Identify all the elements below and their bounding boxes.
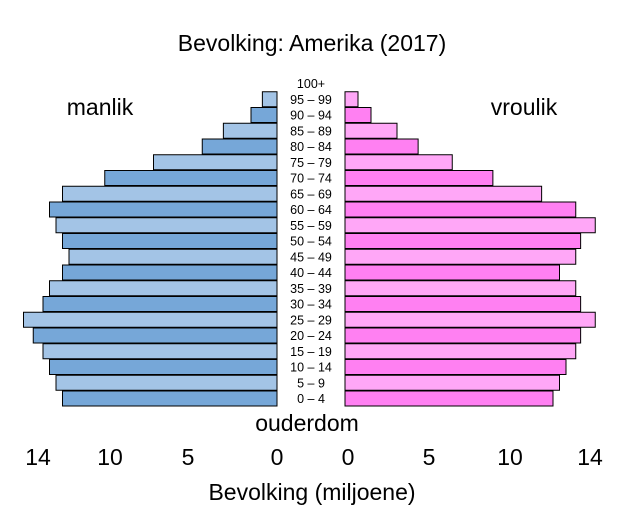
age-label-0: 0 – 4 [297,392,325,406]
female-bar-6 [344,296,582,312]
age-label-5: 25 – 29 [290,313,332,327]
age-label-10: 50 – 54 [290,235,332,249]
female-bar-12 [344,201,577,218]
age-label-8: 40 – 44 [290,266,332,280]
female-bar-14 [344,170,494,186]
male-bar-9 [68,248,278,265]
age-label-19: 95 – 99 [290,93,332,107]
age-label-17: 85 – 89 [290,124,332,138]
female-bar-17 [344,122,398,139]
male-bar-2 [49,359,278,375]
female-bar-11 [344,217,596,234]
male-bar-7 [49,280,278,297]
male-bar-3 [42,343,278,360]
x-tick-left-0: 14 [25,444,51,470]
x-tick-right-3: 14 [577,444,603,470]
male-bar-14 [104,170,278,186]
age-label-13: 65 – 69 [290,187,332,201]
age-tick-labels: 0 – 4 5 – 910 – 14 15 – 19 20 – 24 25 – 2930… [290,77,332,406]
female-bar-9 [344,248,577,265]
male-bar-19 [261,91,278,108]
female-bar-19 [344,91,359,108]
male-bar-15 [153,154,278,171]
female-bar-5 [344,311,596,328]
x-tick-right-2: 10 [497,444,523,470]
male-bars [23,91,278,407]
female-side-label: vroulik [491,94,558,120]
age-axis-label: ouderdom [255,410,359,436]
male-bar-18 [250,107,278,123]
female-bar-10 [344,233,582,249]
female-bar-2 [344,359,567,375]
age-label-18: 90 – 94 [290,109,332,123]
age-label-11: 55 – 59 [290,219,332,233]
x-tick-left-1: 10 [97,444,123,470]
male-side-label: manlik [67,94,134,120]
x-tick-left-3: 0 [271,444,284,470]
female-bar-0 [344,390,554,407]
x-tick-left-2: 5 [182,444,195,470]
age-label-12: 60 – 64 [290,203,332,217]
age-label-4: 20 – 24 [290,329,332,343]
male-bar-6 [42,296,278,312]
x-axis-title: Bevolking (miljoene) [208,479,415,505]
x-tick-right-0: 0 [342,444,355,470]
age-label-9: 45 – 49 [290,250,332,264]
female-bar-3 [344,343,577,360]
x-tick-right-1: 5 [423,444,436,470]
age-label-16: 80 – 84 [290,140,332,154]
age-label-14: 70 – 74 [290,172,332,186]
female-bar-16 [344,138,419,155]
male-bar-8 [62,264,278,281]
male-bar-5 [23,311,278,328]
chart-title: Bevolking: Amerika (2017) [178,30,446,56]
female-bar-1 [344,374,560,391]
x-tick-labels: 14 10 5 0 0 5 10 14 [25,444,603,470]
male-bar-0 [62,390,278,407]
female-bars [344,91,596,407]
male-bar-10 [62,233,278,249]
age-label-3: 15 – 19 [290,345,332,359]
female-bar-8 [344,264,560,281]
age-label-20: 100+ [297,77,325,91]
female-bar-7 [344,280,577,297]
female-bar-18 [344,107,372,123]
female-bar-13 [344,185,543,202]
female-bar-4 [344,327,582,344]
male-bar-13 [62,185,278,202]
age-label-15: 75 – 79 [290,156,332,170]
age-label-1: 5 – 9 [297,376,325,390]
age-label-6: 30 – 34 [290,298,332,312]
male-bar-11 [55,217,278,234]
male-bar-1 [55,374,278,391]
age-label-7: 35 – 39 [290,282,332,296]
age-label-2: 10 – 14 [290,361,332,375]
male-bar-16 [201,138,278,155]
male-bar-4 [32,327,278,344]
male-bar-12 [49,201,278,218]
male-bar-17 [222,122,278,139]
female-bar-15 [344,154,453,171]
